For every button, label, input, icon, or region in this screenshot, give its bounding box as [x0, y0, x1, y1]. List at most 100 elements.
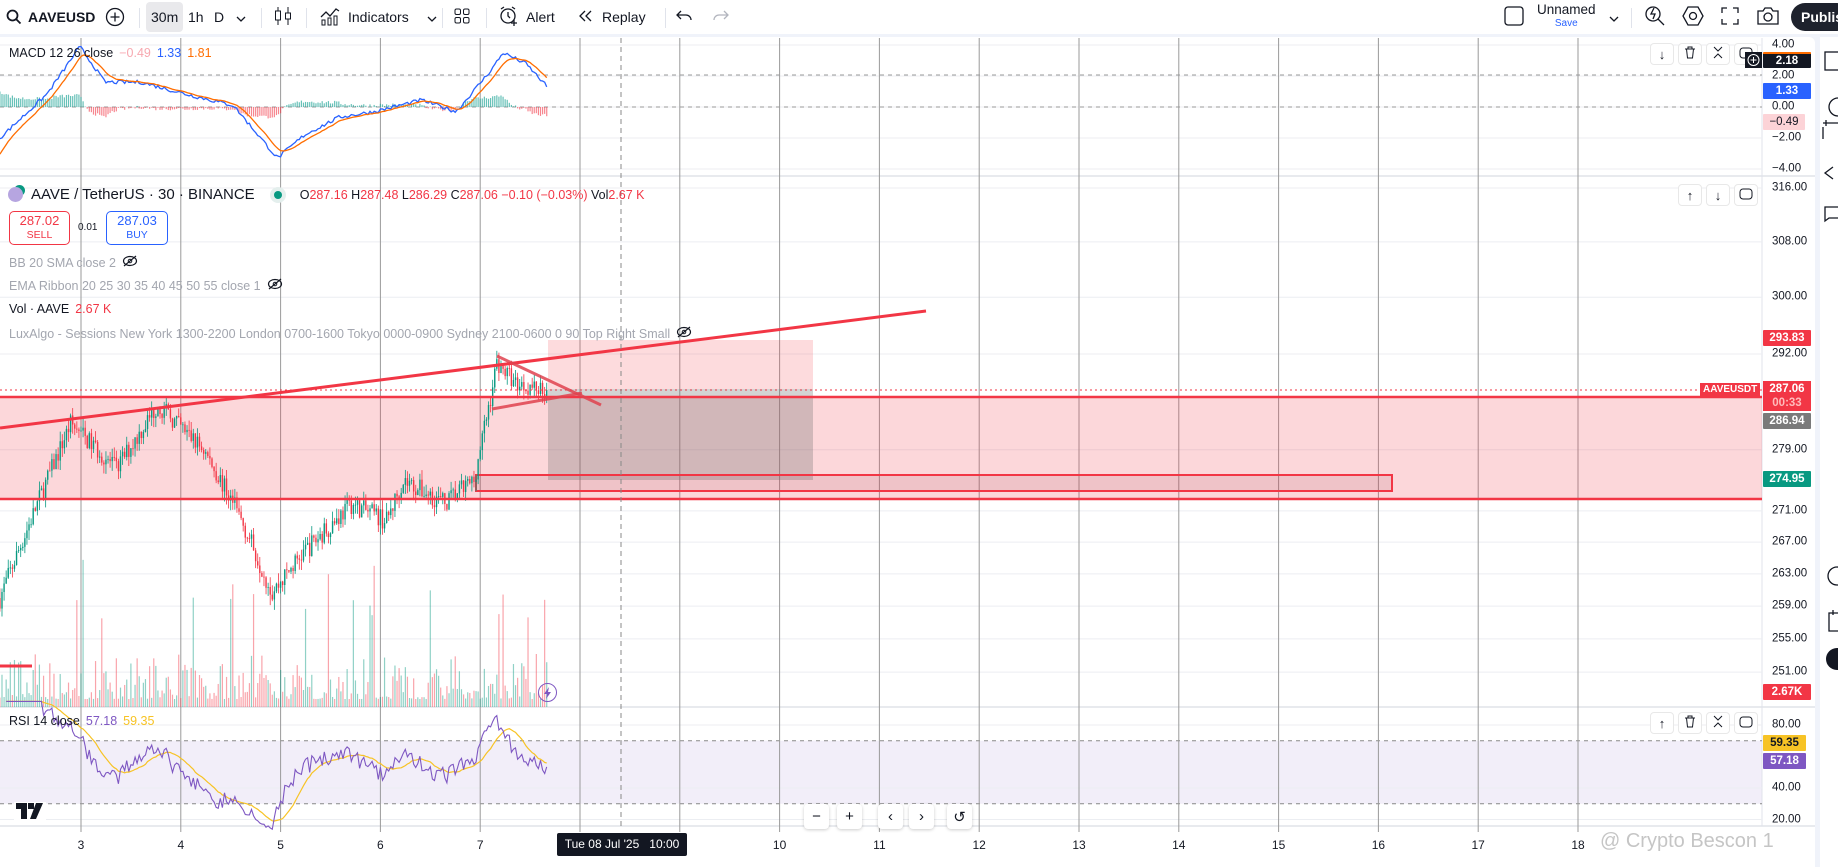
calendar-icon[interactable] — [1822, 119, 1838, 146]
indicator-legend-bb[interactable]: BB 20 SMA close 2 — [9, 255, 138, 270]
main-move-up-button[interactable]: ↑ — [1678, 184, 1702, 206]
macd-histogram-bar — [105, 107, 107, 118]
lightning-icon[interactable] — [538, 683, 557, 702]
volume-bar — [121, 696, 124, 707]
scroll-right-button[interactable]: › — [909, 804, 934, 829]
macd-histogram-bar — [277, 107, 280, 115]
more-icon[interactable] — [1823, 647, 1838, 676]
candle-body — [169, 409, 172, 419]
macd-histogram-bar — [477, 97, 479, 107]
indicator-legend-luxalgo-sessions[interactable]: LuxAlgo - Sessions New York 1300-2200 Lo… — [9, 326, 692, 341]
indicators-dropdown[interactable] — [427, 0, 437, 34]
zoom-out-button[interactable]: − — [804, 804, 829, 829]
price-tick-label: 308.00 — [1772, 235, 1808, 248]
macd-histogram-bar — [494, 96, 496, 107]
notes-icon[interactable] — [1823, 609, 1838, 638]
eye-hidden-icon[interactable] — [122, 255, 138, 270]
symbol-legend[interactable]: AAVE / TetherUS · 30 · BINANCE O287.16 H… — [8, 186, 645, 203]
supply-zone-rectangle[interactable] — [0, 397, 1762, 499]
add-alert-plus-button[interactable] — [1745, 52, 1762, 68]
layout-name-button[interactable]: Unnamed Save — [1537, 0, 1596, 34]
volume-bar — [300, 677, 302, 707]
short-position-stop-area[interactable] — [548, 340, 813, 389]
indicator-legend-ema-ribbon[interactable]: EMA Ribbon 20 25 30 35 40 45 50 55 close… — [9, 278, 283, 293]
tradingview-logo[interactable] — [14, 802, 46, 825]
volume-bar — [473, 690, 475, 707]
macd-histogram-bar — [42, 98, 45, 107]
settings-button[interactable] — [1682, 0, 1704, 34]
candle-body — [223, 478, 226, 492]
macd-histogram-bar — [450, 107, 452, 112]
macd-move-down-button[interactable]: ↓ — [1650, 43, 1674, 65]
main-maximize-button[interactable] — [1734, 184, 1758, 206]
chart-area[interactable] — [0, 37, 1815, 867]
eye-hidden-icon[interactable] — [676, 326, 692, 341]
candle-body — [325, 523, 328, 534]
interval-dropdown[interactable] — [236, 0, 246, 34]
rising-trend-line[interactable] — [0, 309, 927, 430]
replay-button[interactable]: Replay — [578, 0, 646, 34]
main-move-down-button[interactable]: ↓ — [1706, 184, 1730, 206]
indicator-legend-volume[interactable]: Vol · AAVE 2.67 K — [9, 302, 112, 316]
quick-search-button[interactable] — [1644, 0, 1666, 34]
macd-histogram-bar — [473, 97, 475, 107]
watchlist-icon[interactable] — [1824, 51, 1838, 78]
undo-button[interactable] — [676, 0, 692, 34]
indicators-button[interactable]: Indicators — [320, 0, 409, 34]
range-rectangle[interactable] — [475, 474, 1393, 492]
scroll-left-button[interactable]: ‹ — [878, 804, 903, 829]
volume-bar — [161, 690, 163, 707]
rsi-maximize-button[interactable] — [1734, 712, 1758, 734]
layout-dropdown[interactable] — [1609, 0, 1619, 34]
eye-hidden-icon[interactable] — [267, 278, 283, 293]
candle-body — [317, 539, 319, 543]
macd-histogram-bar — [386, 104, 388, 107]
triangle-upper-line[interactable] — [496, 354, 602, 407]
short-position-target-area[interactable] — [548, 389, 813, 480]
buy-button[interactable]: 287.03 BUY — [106, 211, 168, 245]
market-status-dot[interactable] — [273, 190, 282, 199]
compare-symbol-button[interactable] — [105, 0, 125, 34]
zoom-in-button[interactable]: + — [837, 804, 862, 829]
rsi-delete-button[interactable] — [1678, 712, 1702, 734]
rsi-move-up-button[interactable]: ↑ — [1650, 712, 1674, 734]
volume-bar — [406, 676, 409, 707]
layouts-button[interactable] — [454, 0, 470, 34]
grid — [0, 38, 1815, 832]
macd-collapse-button[interactable] — [1706, 43, 1730, 65]
chat-icon[interactable] — [1823, 205, 1838, 232]
candle-body — [388, 511, 390, 516]
redo-button[interactable] — [713, 0, 729, 34]
macd-delete-button[interactable] — [1678, 43, 1702, 65]
triangle-lower-line[interactable] — [491, 391, 583, 411]
symbol-search-button[interactable]: AAVEUSD — [6, 0, 95, 34]
rsi-collapse-button[interactable] — [1706, 712, 1730, 734]
interval-1h[interactable]: 1h — [188, 9, 204, 25]
alert-button[interactable]: Alert — [498, 0, 555, 34]
alerts-clock-icon[interactable] — [1824, 95, 1838, 122]
candle-body — [28, 524, 30, 531]
sell-button[interactable]: 287.02 SELL — [9, 211, 70, 245]
macd-histogram-bar — [280, 107, 282, 114]
reset-chart-button[interactable]: ↺ — [947, 804, 972, 829]
save-link[interactable]: Save — [1554, 18, 1578, 29]
dom-icon[interactable] — [1823, 565, 1838, 592]
snapshot-button[interactable] — [1757, 0, 1779, 34]
layout-select-checkbox[interactable] — [1504, 0, 1524, 34]
candle-body — [504, 368, 506, 377]
candle-body — [323, 523, 325, 543]
macd-legend[interactable]: MACD 12 26 close −0.49 1.33 1.81 — [9, 46, 212, 60]
ideas-icon[interactable] — [1823, 165, 1838, 190]
macd-histogram-bar — [344, 104, 346, 107]
volume-bar — [483, 668, 485, 707]
candle-body — [541, 382, 544, 395]
publish-button[interactable]: Publis — [1791, 3, 1838, 31]
interval-30m[interactable]: 30m — [146, 2, 184, 32]
fullscreen-button[interactable] — [1721, 0, 1739, 34]
volume-bar — [82, 559, 84, 707]
interval-d[interactable]: D — [214, 9, 225, 25]
rsi-legend[interactable]: RSI 14 close 57.18 59.35 — [9, 714, 154, 728]
chart-type-button[interactable] — [274, 0, 292, 34]
candle-body — [5, 577, 7, 584]
